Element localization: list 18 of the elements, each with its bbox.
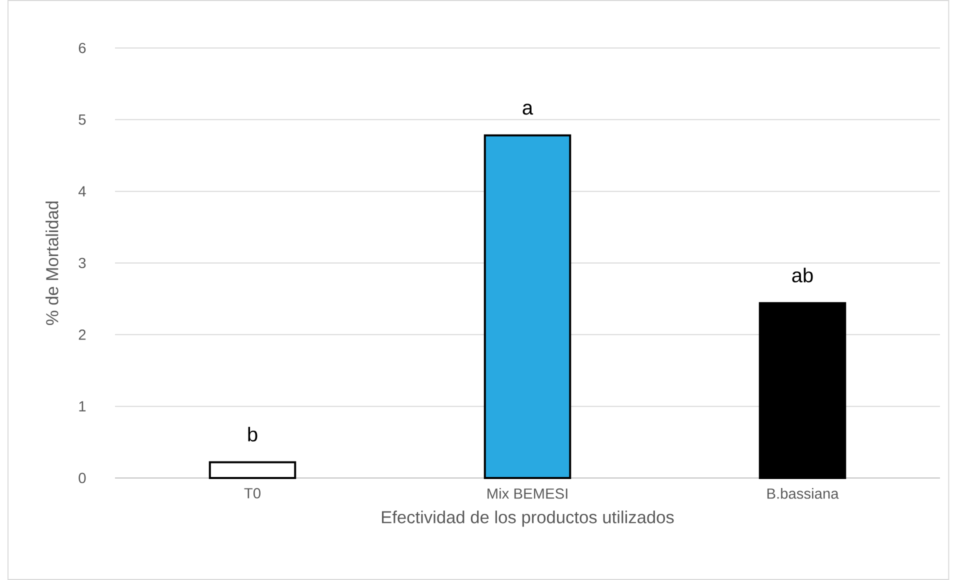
bar	[758, 302, 846, 479]
bar	[208, 461, 296, 479]
x-tick-label: T0	[244, 488, 260, 498]
y-tick-label: 1	[79, 401, 86, 412]
annotation: ab	[792, 268, 813, 282]
y-axis-title: % de Mortalidad	[46, 202, 58, 325]
annotation: a	[522, 104, 534, 115]
y-tick-label: 5	[78, 114, 86, 125]
x-tick-label: B.bassiana	[767, 488, 839, 499]
y-tick-label: 4	[78, 186, 86, 196]
annotation: b	[248, 426, 258, 442]
bar	[484, 134, 572, 479]
y-tick-label: 6	[78, 42, 86, 54]
y-tick-label: 3	[78, 258, 86, 268]
x-tick-label: Mix BEMESI	[488, 488, 568, 499]
y-tick-label: 0	[78, 472, 86, 484]
y-tick-label: 2	[78, 330, 86, 340]
x-axis-title: Efectividad de los productos utilizados	[382, 510, 674, 527]
